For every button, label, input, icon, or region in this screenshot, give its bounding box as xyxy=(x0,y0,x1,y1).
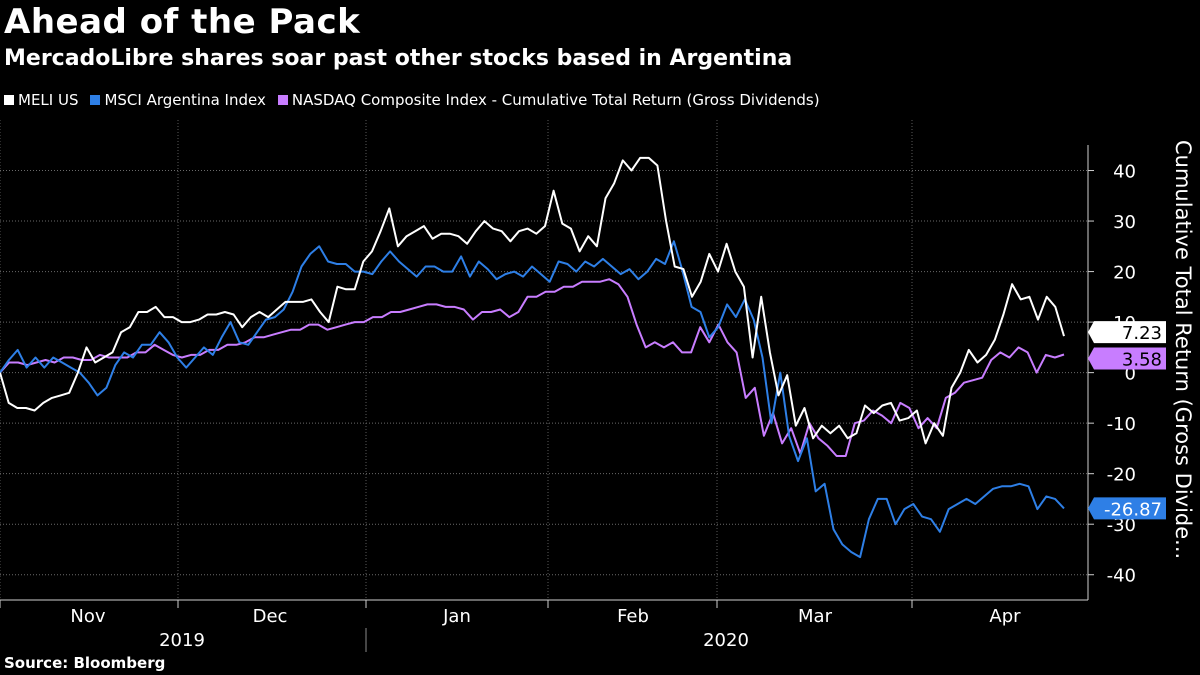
y-axis-label: Cumulative Total Return (Gross Divide... xyxy=(1171,140,1195,560)
y-tick-label: -20 xyxy=(1107,465,1136,486)
legend-label-meli: MELI US xyxy=(18,91,79,109)
end-label-box-1 xyxy=(1088,497,1166,520)
chart-title: Ahead of the Pack xyxy=(4,2,361,42)
legend-label-msci: MSCI Argentina Index xyxy=(104,91,266,109)
year-label: 2019 xyxy=(159,630,205,651)
legend-swatch-meli xyxy=(4,95,14,105)
legend-item-meli: MELI US xyxy=(4,91,78,109)
y-tick-label: -40 xyxy=(1107,566,1136,587)
series-line-2 xyxy=(0,278,1065,457)
y-tick-label: 0 xyxy=(1125,364,1136,385)
legend-item-nasdaq: NASDAQ Composite Index - Cumulative Tota… xyxy=(277,91,820,109)
y-tick-label: -10 xyxy=(1107,414,1136,435)
x-tick-label: Apr xyxy=(989,606,1021,627)
end-value-label: 3.58 xyxy=(1122,350,1162,371)
year-label: 2020 xyxy=(703,630,749,651)
series-line-1 xyxy=(0,240,1065,559)
legend-swatch-msci xyxy=(90,95,101,105)
x-tick-label: Feb xyxy=(617,606,649,627)
legend-swatch-nasdaq xyxy=(277,95,288,105)
legend-item-msci: MSCI Argentina Index xyxy=(90,91,266,109)
end-value-label: -26.87 xyxy=(1104,499,1162,520)
source-note: Source: Bloomberg xyxy=(4,654,166,672)
legend: MELI US MSCI Argentina Index NASDAQ Comp… xyxy=(4,91,820,109)
x-tick-label: Jan xyxy=(442,606,471,627)
x-tick-label: Nov xyxy=(70,606,105,627)
x-tick-label: Mar xyxy=(798,606,833,627)
y-tick-label: 40 xyxy=(1113,162,1136,183)
end-label-box-2 xyxy=(1088,347,1166,370)
legend-label-nasdaq: NASDAQ Composite Index - Cumulative Tota… xyxy=(291,91,820,109)
chart-subtitle: MercadoLibre shares soar past other stoc… xyxy=(4,46,793,71)
x-tick-label: Dec xyxy=(253,606,288,627)
series-line-0 xyxy=(0,156,1065,445)
y-tick-label: -30 xyxy=(1107,515,1136,536)
end-value-label: 7.23 xyxy=(1122,323,1162,344)
y-tick-label: 20 xyxy=(1113,263,1136,284)
y-tick-label: 30 xyxy=(1113,212,1136,233)
end-label-box-0 xyxy=(1088,321,1166,344)
